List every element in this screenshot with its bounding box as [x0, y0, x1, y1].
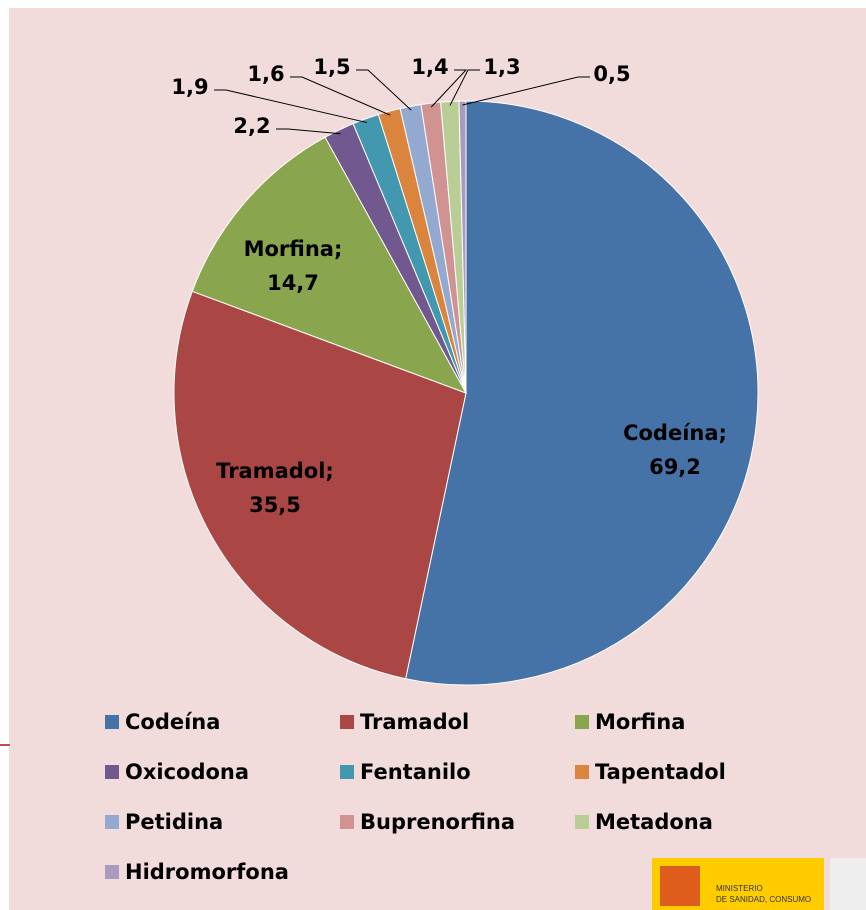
- data-label-text: Morfina; 14,7: [243, 237, 343, 295]
- pie-slice: [173, 290, 467, 680]
- data-label: 1,4: [411, 55, 448, 79]
- legend-label: Hidromorfona: [125, 860, 289, 884]
- legend-label: Tramadol: [360, 710, 469, 734]
- leader-line: [430, 69, 468, 108]
- legend-swatch: [575, 765, 589, 779]
- legend-swatch: [575, 715, 589, 729]
- legend-label: Tapentadol: [595, 760, 726, 784]
- legend-label: Metadona: [595, 810, 713, 834]
- leader-line: [276, 128, 341, 135]
- logo-side: [830, 858, 866, 910]
- legend-swatch: [575, 815, 589, 829]
- leader-line: [290, 76, 391, 116]
- leader-line: [449, 69, 480, 106]
- data-label: 1,3: [483, 55, 520, 79]
- pie-slice: [405, 100, 759, 686]
- pie-slice: [458, 100, 467, 394]
- data-label: 0,5: [593, 62, 630, 86]
- legend-label: Oxicodona: [125, 760, 249, 784]
- data-label: Codeína; 69,2: [623, 421, 727, 479]
- legend-swatch: [105, 865, 119, 879]
- data-label: 2,2: [233, 114, 270, 138]
- data-label: Tramadol; 35,5: [216, 459, 334, 517]
- data-label-text: Tramadol; 35,5: [216, 459, 334, 517]
- legend-swatch: [340, 715, 354, 729]
- legend-swatch: [105, 715, 119, 729]
- legend-swatch: [105, 815, 119, 829]
- data-label: 1,6: [247, 62, 284, 86]
- data-label: 1,5: [313, 55, 350, 79]
- pie-slice: [191, 136, 468, 394]
- logo-emblem: [660, 866, 700, 906]
- leader-line: [356, 69, 412, 111]
- legend-label: Codeína: [125, 710, 220, 734]
- legend-label: Petidina: [125, 810, 223, 834]
- leader-line: [462, 76, 590, 106]
- data-label: 1,9: [171, 75, 208, 99]
- legend-swatch: [105, 765, 119, 779]
- legend-swatch: [340, 815, 354, 829]
- legend-label: Fentanilo: [360, 760, 471, 784]
- logo-text: MINISTERIO: [716, 884, 763, 893]
- logo-text: DE SANIDAD, CONSUMO: [716, 895, 811, 904]
- legend-label: Morfina: [595, 710, 685, 734]
- legend-swatch: [340, 765, 354, 779]
- legend-label: Buprenorfina: [360, 810, 515, 834]
- leader-line: [214, 89, 368, 124]
- data-label-text: Codeína; 69,2: [623, 421, 727, 479]
- data-label: Morfina; 14,7: [243, 237, 343, 295]
